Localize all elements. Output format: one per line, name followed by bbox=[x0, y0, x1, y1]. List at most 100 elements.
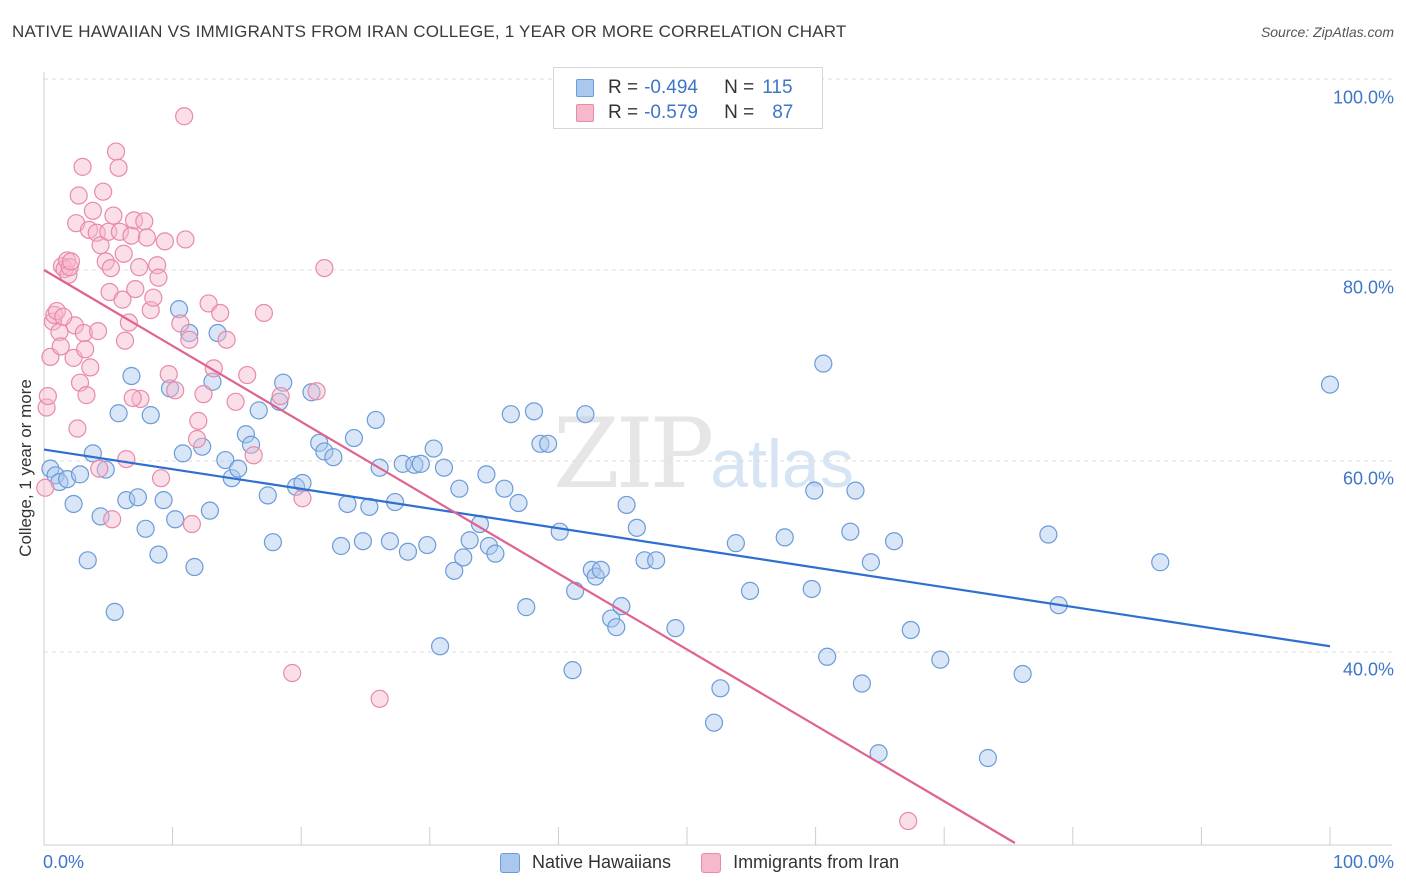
native-hawaiian-point bbox=[509, 493, 528, 513]
native-hawaiian-point bbox=[524, 402, 544, 421]
native-hawaiian-point bbox=[91, 507, 110, 526]
native-hawaiian-point bbox=[70, 465, 90, 484]
iran-immigrant-point bbox=[175, 107, 194, 126]
native-hawaiian-point bbox=[740, 581, 760, 600]
native-hawaiian-point bbox=[128, 488, 147, 507]
native-hawaiian-point bbox=[166, 510, 185, 529]
native-hawaiian-point bbox=[418, 535, 437, 555]
iran-immigrant-point bbox=[117, 449, 136, 469]
x-tick-right: 100.0% bbox=[1332, 852, 1394, 872]
native-hawaiian-point bbox=[818, 647, 837, 666]
native-hawaiian-point bbox=[366, 410, 385, 430]
native-hawaiian-point bbox=[173, 444, 192, 463]
iran-immigrant-point bbox=[187, 429, 207, 449]
iran-immigrant-point bbox=[94, 182, 113, 201]
native-hawaiian-point bbox=[105, 602, 124, 621]
native-hawaiian-point bbox=[229, 459, 248, 478]
iran-immigrant-point bbox=[180, 330, 199, 349]
legend-item-native-hawaiians[interactable]: Native Hawaiians bbox=[500, 852, 671, 873]
iran-immigrant-point bbox=[238, 365, 257, 385]
legend-row-immigrants-iran: R = -0.579 N = 87 bbox=[576, 101, 793, 125]
iran-immigrant-point bbox=[76, 340, 95, 359]
iran-immigrant-point bbox=[271, 386, 290, 406]
iran-immigrant-point bbox=[254, 303, 274, 323]
iran-immigrant-point bbox=[123, 388, 142, 408]
native-hawaiian-point bbox=[477, 465, 496, 484]
iran-immigrant-point bbox=[60, 258, 79, 277]
native-hawaiian-point bbox=[1320, 375, 1340, 394]
native-hawaiian-point bbox=[479, 536, 499, 556]
iran-immigrant-point bbox=[36, 478, 55, 497]
native-hawaiian-point bbox=[445, 561, 464, 580]
native-hawaiian-point bbox=[647, 551, 666, 570]
series-legend: Native Hawaiians Immigrants from Iran bbox=[500, 852, 929, 873]
native-hawaiian-point bbox=[136, 519, 155, 538]
native-hawaiian-point bbox=[726, 534, 745, 553]
iran-immigrant-point bbox=[68, 419, 87, 438]
chart-title: NATIVE HAWAIIAN VS IMMIGRANTS FROM IRAN … bbox=[12, 22, 847, 41]
native-hawaiian-point bbox=[274, 373, 293, 392]
native-hawaiian-point bbox=[539, 434, 558, 453]
native-hawaiian-point bbox=[83, 444, 102, 463]
iran-immigrant-point bbox=[104, 206, 123, 225]
native-hawaiian-point bbox=[258, 486, 277, 505]
pink-swatch-icon bbox=[576, 104, 594, 122]
watermark-zip: ZIP bbox=[553, 398, 714, 510]
native-hawaiian-point bbox=[344, 428, 364, 448]
native-hawaiian-point bbox=[353, 532, 373, 551]
y-axis-label: College, 1 year or more bbox=[16, 379, 35, 557]
legend-row-native-hawaiians: R = -0.494 N = 115 bbox=[576, 76, 793, 100]
y-tick-60: 60.0% bbox=[1342, 468, 1394, 489]
native-hawaiian-point bbox=[96, 460, 115, 479]
iran-immigrant-point bbox=[43, 312, 63, 331]
iran-immigrant-point bbox=[81, 358, 100, 377]
r-key: R = bbox=[608, 77, 639, 98]
y-tick-100: 100.0% bbox=[1332, 87, 1394, 108]
r-key: R = bbox=[608, 102, 639, 123]
native-hawaiian-point bbox=[884, 532, 904, 551]
iran-immigrant-point bbox=[115, 331, 135, 350]
native-hawaiian-point bbox=[566, 581, 585, 600]
iran-immigrant-point bbox=[106, 142, 126, 161]
iran-immigrant-point bbox=[74, 323, 93, 343]
native-hawaiian-point bbox=[302, 383, 321, 402]
iran-immigrant-point bbox=[69, 186, 88, 205]
native-hawaiian-point bbox=[495, 479, 514, 498]
iran-immigrant-point bbox=[77, 386, 96, 405]
native-hawaiian-point bbox=[775, 528, 794, 547]
native-hawaiian-point bbox=[460, 531, 479, 550]
iran-immigrant-point bbox=[88, 322, 108, 341]
native-hawaiian-point bbox=[263, 533, 283, 552]
native-hawaiian-point bbox=[338, 494, 357, 514]
native-hawaiian-point bbox=[1013, 664, 1032, 684]
legend-label: Native Hawaiians bbox=[532, 852, 672, 872]
native-hawaiian-point bbox=[501, 405, 520, 424]
native-hawaiian-point bbox=[931, 650, 950, 669]
legend-item-immigrants-iran[interactable]: Immigrants from Iran bbox=[701, 852, 899, 873]
native-hawaiian-point bbox=[331, 536, 351, 556]
iran-immigrant-point bbox=[307, 382, 326, 401]
native-hawaiian-point bbox=[1151, 553, 1170, 572]
y-tick-40: 40.0% bbox=[1342, 659, 1394, 680]
native-hawaiian-point bbox=[841, 522, 860, 541]
native-hawaiian-point bbox=[454, 548, 473, 567]
native-hawaiian-point bbox=[216, 450, 235, 470]
iran-immigrant-point bbox=[151, 469, 171, 488]
iran-immigrant-point bbox=[109, 158, 128, 177]
native-hawaiian-point bbox=[208, 323, 227, 343]
iran-immigrant-point bbox=[226, 392, 245, 411]
iran-immigrant-point bbox=[61, 252, 81, 271]
watermark-atlas: atlas bbox=[710, 426, 854, 502]
native-hawaiian-point bbox=[517, 598, 536, 617]
native-hawaiian-trendline bbox=[43, 448, 1331, 648]
chart-source: Source: ZipAtlas.com bbox=[1260, 24, 1394, 40]
iran-immigrant-point bbox=[137, 228, 156, 247]
iran-immigrant-point bbox=[50, 322, 69, 342]
native-hawaiian-point bbox=[154, 491, 173, 510]
r-value: -0.494 bbox=[644, 77, 698, 98]
native-hawaiian-point bbox=[486, 544, 505, 563]
native-hawaiian-point bbox=[627, 518, 646, 537]
native-hawaiian-point bbox=[814, 354, 833, 373]
iran-immigrant-point bbox=[73, 157, 92, 176]
